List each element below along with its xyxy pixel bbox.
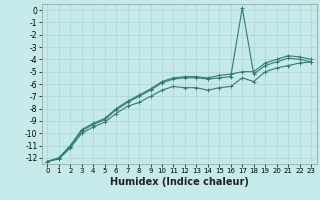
X-axis label: Humidex (Indice chaleur): Humidex (Indice chaleur) xyxy=(110,177,249,187)
